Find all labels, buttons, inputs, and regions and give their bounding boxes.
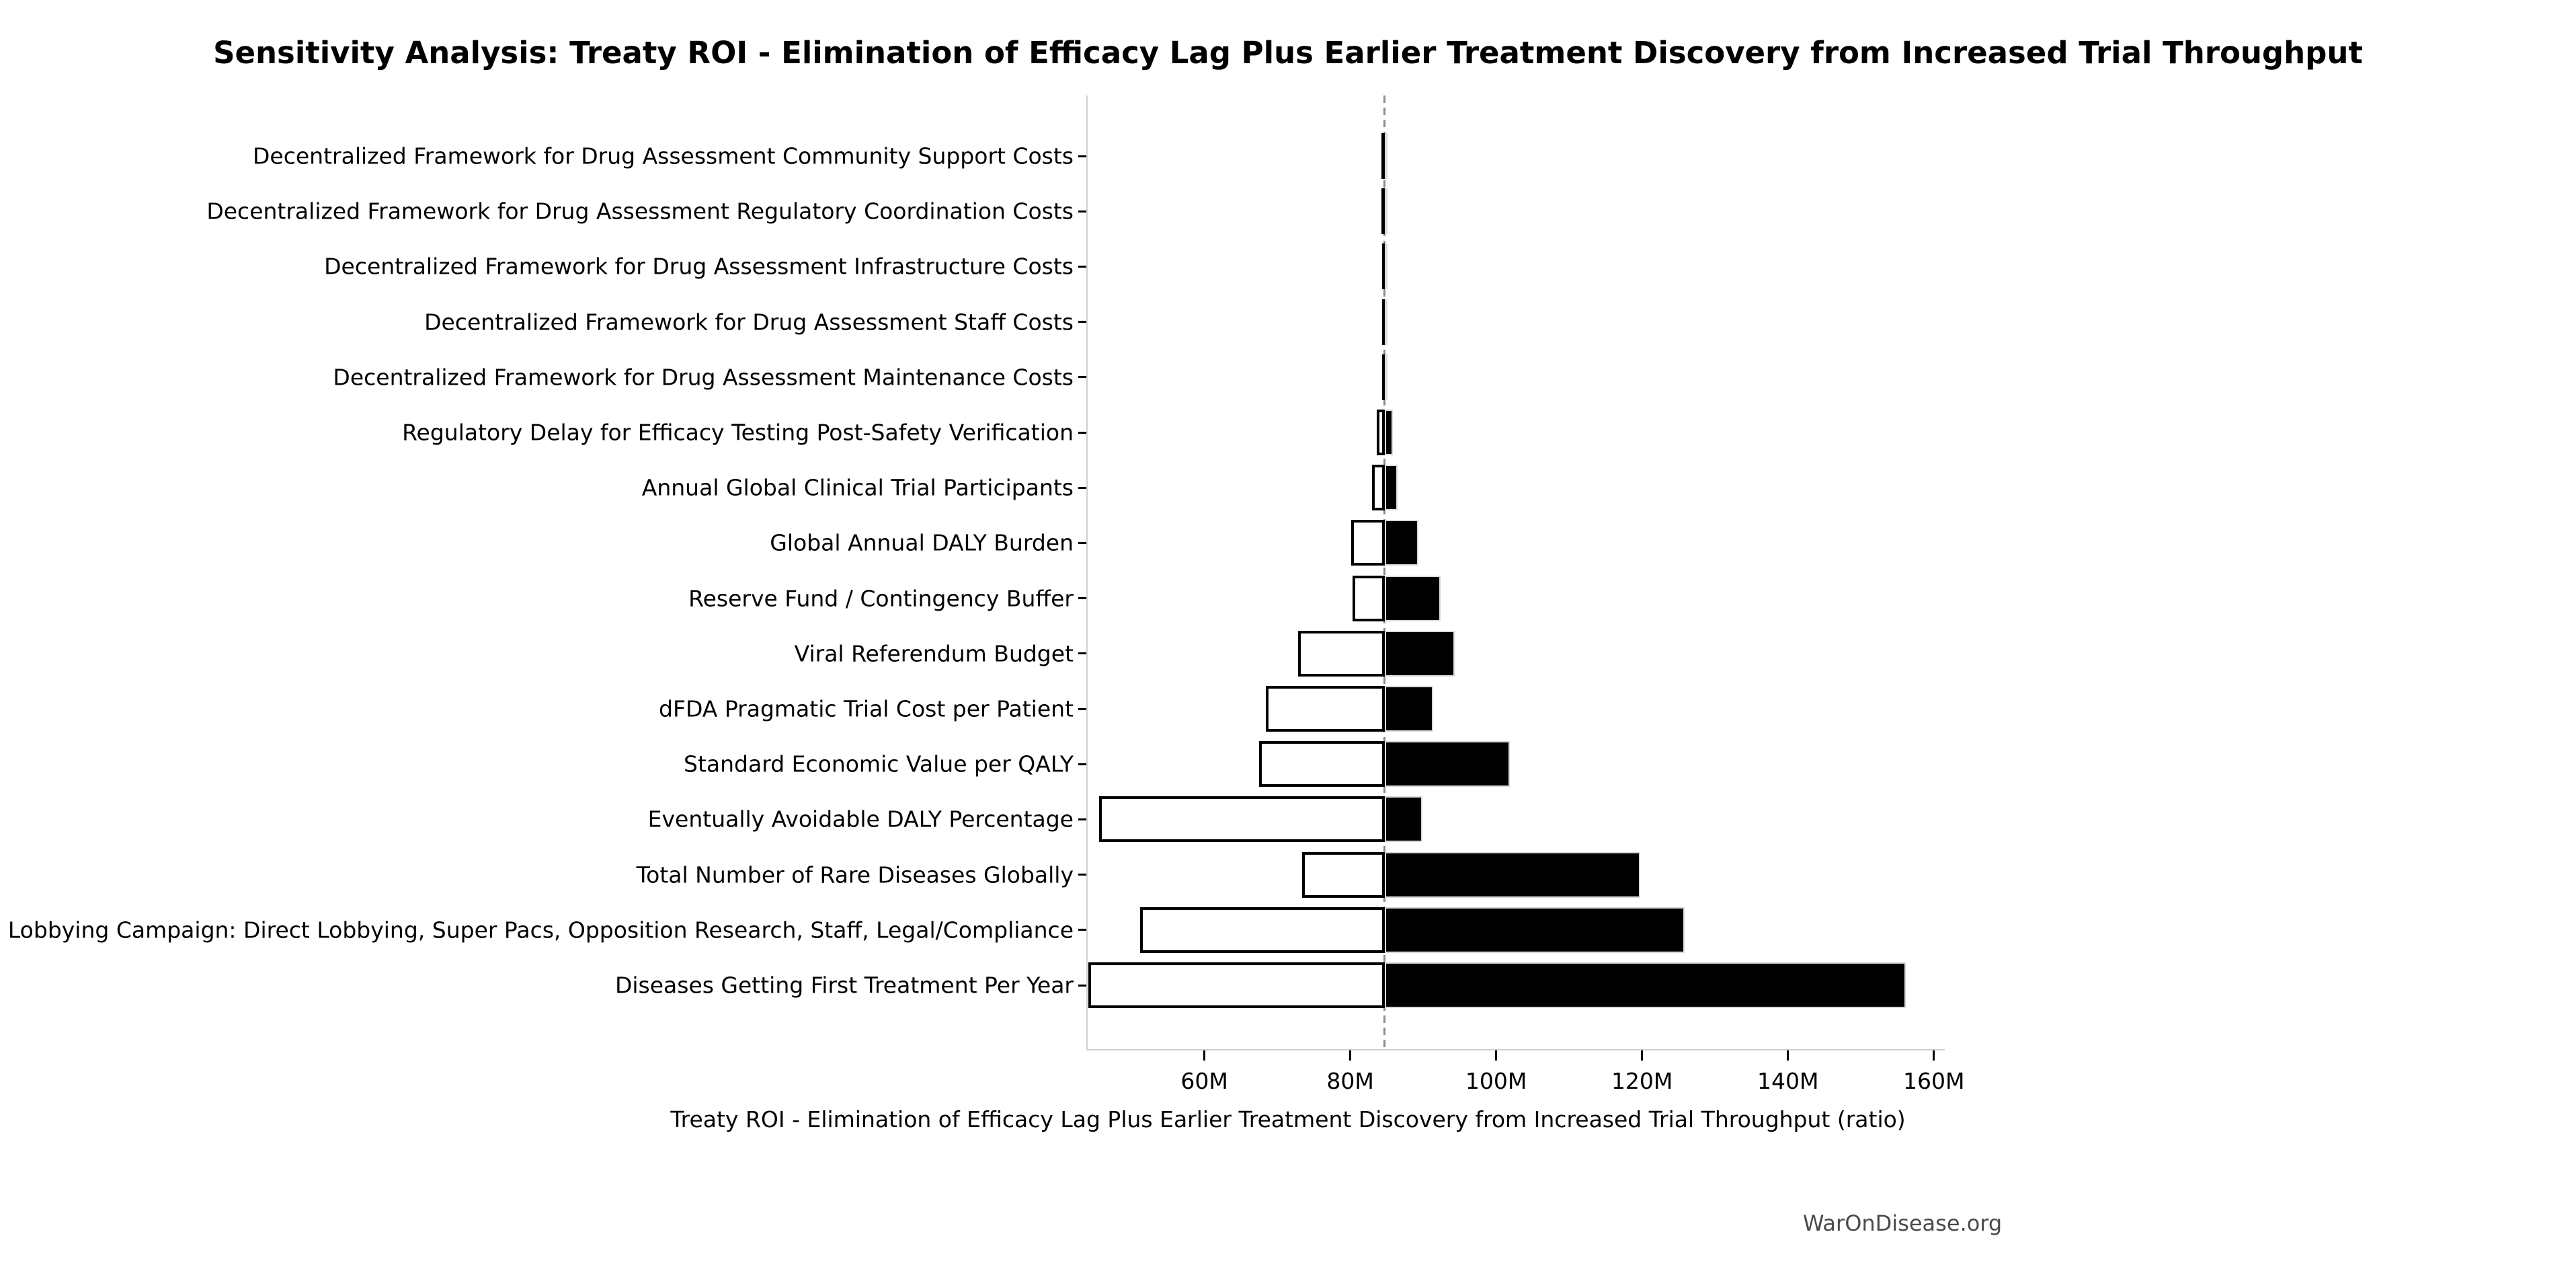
bar-high-15 bbox=[1384, 962, 1906, 1008]
y-tick-mark bbox=[1078, 874, 1086, 876]
bar-high-3 bbox=[1384, 299, 1387, 345]
bar-low-10 bbox=[1265, 686, 1385, 732]
bar-high-4 bbox=[1384, 354, 1387, 400]
y-tick-mark bbox=[1078, 818, 1086, 820]
bar-low-15 bbox=[1088, 962, 1385, 1008]
x-axis-line bbox=[1086, 1049, 1945, 1050]
bar-high-2 bbox=[1384, 243, 1387, 290]
y-tick-label: Reserve Fund / Contingency Buffer bbox=[688, 585, 1074, 612]
y-tick-mark bbox=[1078, 321, 1086, 323]
bar-high-1 bbox=[1384, 188, 1387, 235]
baseline-dashed-line bbox=[1383, 95, 1386, 1049]
x-tick-label: 60M bbox=[1180, 1068, 1228, 1094]
y-tick-label: Annual Global Clinical Trial Participant… bbox=[641, 474, 1074, 501]
bar-low-11 bbox=[1259, 741, 1385, 787]
y-tick-mark bbox=[1078, 431, 1086, 434]
y-tick-mark bbox=[1078, 376, 1086, 379]
bar-low-14 bbox=[1140, 907, 1385, 953]
y-tick-label: Global Annual DALY Burden bbox=[770, 529, 1074, 556]
bar-high-14 bbox=[1384, 907, 1685, 953]
x-tick-mark bbox=[1349, 1050, 1352, 1061]
x-tick-mark bbox=[1641, 1050, 1644, 1061]
y-tick-label: Viral Referendum Budget bbox=[794, 640, 1074, 667]
bar-high-0 bbox=[1384, 133, 1387, 179]
x-axis-label: Treaty ROI - Elimination of Efficacy Lag… bbox=[670, 1106, 1906, 1132]
y-tick-mark bbox=[1078, 541, 1086, 544]
y-tick-label: dFDA Pragmatic Trial Cost per Patient bbox=[659, 695, 1074, 722]
y-tick-label: Regulatory Delay for Efficacy Testing Po… bbox=[402, 419, 1074, 446]
x-tick-label: 100M bbox=[1465, 1068, 1527, 1094]
x-tick-label: 160M bbox=[1902, 1068, 1965, 1094]
bar-low-7 bbox=[1351, 520, 1385, 566]
y-tick-label: Decentralized Framework for Drug Assessm… bbox=[424, 309, 1074, 336]
x-tick-mark bbox=[1787, 1050, 1789, 1061]
y-tick-mark bbox=[1078, 486, 1086, 489]
x-tick-mark bbox=[1933, 1050, 1935, 1061]
x-tick-mark bbox=[1495, 1050, 1498, 1061]
x-tick-label: 140M bbox=[1757, 1068, 1819, 1094]
y-tick-label: Standard Economic Value per QALY bbox=[684, 751, 1074, 777]
bar-low-8 bbox=[1352, 575, 1385, 621]
y-tick-mark bbox=[1078, 984, 1086, 987]
x-tick-label: 120M bbox=[1611, 1068, 1673, 1094]
x-tick-label: 80M bbox=[1326, 1068, 1374, 1094]
y-tick-mark bbox=[1078, 210, 1086, 213]
y-tick-mark bbox=[1078, 652, 1086, 655]
y-axis-line bbox=[1086, 95, 1088, 1050]
bar-high-7 bbox=[1384, 520, 1418, 566]
y-tick-mark bbox=[1078, 763, 1086, 765]
y-tick-label: Decentralized Framework for Drug Assessm… bbox=[324, 253, 1074, 280]
y-tick-mark bbox=[1078, 929, 1086, 931]
bar-high-12 bbox=[1384, 796, 1423, 843]
watermark-text: WarOnDisease.org bbox=[1802, 1210, 2003, 1236]
bar-low-12 bbox=[1099, 796, 1385, 843]
y-tick-label: Decentralized Framework for Drug Assessm… bbox=[206, 198, 1074, 225]
y-tick-label: Total Number of Rare Diseases Globally bbox=[636, 861, 1074, 888]
bar-low-13 bbox=[1302, 851, 1385, 898]
bar-high-5 bbox=[1384, 410, 1393, 455]
y-tick-label: Diseases Getting First Treatment Per Yea… bbox=[614, 972, 1074, 999]
bar-low-5 bbox=[1376, 410, 1385, 455]
y-tick-mark bbox=[1078, 155, 1086, 157]
bar-high-8 bbox=[1384, 575, 1441, 621]
bar-high-6 bbox=[1384, 465, 1398, 511]
bar-high-13 bbox=[1384, 851, 1641, 898]
bar-high-9 bbox=[1384, 630, 1455, 677]
y-tick-mark bbox=[1078, 707, 1086, 710]
bar-low-9 bbox=[1297, 630, 1385, 677]
chart-title: Sensitivity Analysis: Treaty ROI - Elimi… bbox=[213, 35, 2363, 71]
y-tick-mark bbox=[1078, 597, 1086, 600]
y-tick-label: Decentralized Framework for Drug Assessm… bbox=[253, 143, 1074, 169]
bar-high-11 bbox=[1384, 741, 1511, 787]
y-tick-label: Eventually Avoidable DALY Percentage bbox=[647, 806, 1074, 833]
y-tick-label: Decentralized Framework for Drug Assessm… bbox=[333, 364, 1074, 391]
y-tick-mark bbox=[1078, 265, 1086, 268]
bar-high-10 bbox=[1384, 686, 1434, 732]
x-tick-mark bbox=[1203, 1050, 1206, 1061]
bar-low-6 bbox=[1372, 465, 1385, 511]
y-tick-label: Political Lobbying Campaign: Direct Lobb… bbox=[0, 917, 1074, 944]
